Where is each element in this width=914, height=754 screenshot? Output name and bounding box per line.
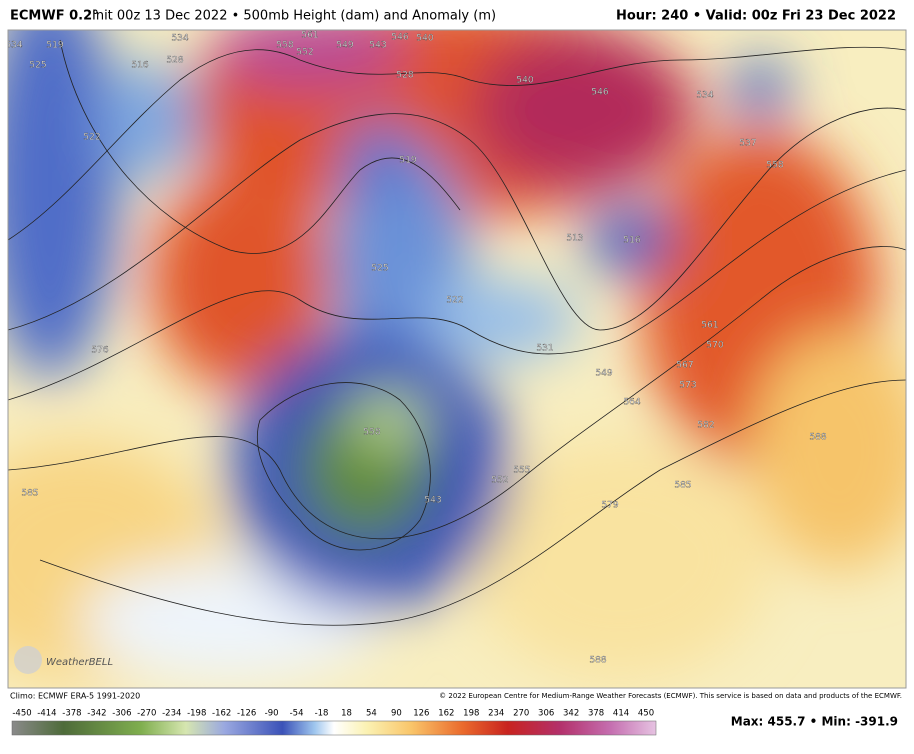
colorbar-tick-label: -162 xyxy=(212,709,231,719)
contour-label: 525 xyxy=(371,264,388,274)
contour-label: 525 xyxy=(29,61,46,71)
colorbar-tick-label: -342 xyxy=(87,709,106,719)
contour-label: 534 xyxy=(171,34,188,44)
contour-label: 549 xyxy=(336,41,353,51)
colorbar-tick-label: 162 xyxy=(438,709,454,719)
contour-label: 516 xyxy=(623,236,640,246)
colorbar-tick-label: -414 xyxy=(37,709,56,719)
contour-label: 582 xyxy=(697,421,714,431)
colorbar-tick-label: -234 xyxy=(162,709,181,719)
contour-label: 564 xyxy=(623,398,640,408)
colorbar-tick-label: -198 xyxy=(187,709,206,719)
colorbar xyxy=(11,720,657,736)
colorbar-tick-label: -306 xyxy=(112,709,131,719)
colorbar-tick-label: 414 xyxy=(613,709,629,719)
logo: WeatherBELL xyxy=(14,646,113,674)
contour-label: 516 xyxy=(131,61,148,71)
colorbar-tick-label: 306 xyxy=(538,709,554,719)
model-name: ECMWF 0.2° xyxy=(10,9,99,24)
contour-label: 549 xyxy=(595,369,612,379)
contour-label: 519 xyxy=(399,156,416,166)
contour-label: 534 xyxy=(5,41,22,51)
colorbar-tick-label: 450 xyxy=(638,709,654,719)
contour-label: 570 xyxy=(706,341,723,351)
contour-label: 522 xyxy=(446,296,463,306)
colorbar-tick-label: 270 xyxy=(513,709,529,719)
anomaly-field xyxy=(8,30,906,680)
contour-label: 561 xyxy=(301,31,318,41)
contour-label: 555 xyxy=(513,466,530,476)
colorbar-tick-label: -270 xyxy=(137,709,156,719)
contour-label: 534 xyxy=(696,91,713,101)
logo-text: WeatherBELL xyxy=(46,657,113,668)
contour-label: 585 xyxy=(674,481,691,491)
colorbar-tick-label: -54 xyxy=(290,709,304,719)
contour-label: 579 xyxy=(601,501,618,511)
valid-time: Hour: 240 • Valid: 00z Fri 23 Dec 2022 xyxy=(616,9,896,24)
contour-label: 522 xyxy=(83,133,100,143)
colorbar-tick-label: 234 xyxy=(488,709,504,719)
contour-label: 543 xyxy=(369,41,386,51)
contour-label: 573 xyxy=(679,381,696,391)
contour-label: 513 xyxy=(566,234,583,244)
colorbar-tick-label: 126 xyxy=(413,709,429,719)
contour-label: 540 xyxy=(416,34,433,44)
contour-label: 576 xyxy=(91,346,108,356)
climo: Climo: ECMWF ERA-5 1991-2020 xyxy=(10,692,140,701)
run-info: Init 00z 13 Dec 2022 • 500mb Height (dam… xyxy=(92,9,496,24)
contour-label: 528 xyxy=(166,56,183,66)
colorbar-tick-label: 18 xyxy=(341,709,352,719)
colorbar-tick-label: -18 xyxy=(315,709,329,719)
stats: Max: 455.7 • Min: -391.9 xyxy=(731,715,898,729)
contour-label: 567 xyxy=(676,361,693,371)
colorbar-tick-label: 378 xyxy=(588,709,604,719)
colorbar-tick-label: 90 xyxy=(391,709,402,719)
contour-label: 558 xyxy=(766,161,783,171)
map-frame xyxy=(7,29,907,689)
contour-label: 588 xyxy=(809,433,826,443)
contour-label: 561 xyxy=(701,321,718,331)
copyright: © 2022 European Centre for Medium-Range … xyxy=(439,692,902,700)
contour-label: 588 xyxy=(589,656,606,666)
contour-label: 546 xyxy=(591,88,608,98)
contour-label: 558 xyxy=(363,428,380,438)
contour-label: 558 xyxy=(276,41,293,51)
contour-label: 543 xyxy=(424,496,441,506)
colorbar-tick-label: -90 xyxy=(265,709,279,719)
colorbar-tick-label: 342 xyxy=(563,709,579,719)
colorbar-tick-label: -450 xyxy=(12,709,31,719)
contour-label: 531 xyxy=(536,344,553,354)
colorbar-tick-label: -126 xyxy=(237,709,256,719)
contour-label: 528 xyxy=(396,71,413,81)
contour-label: 585 xyxy=(21,489,38,499)
colorbar-tick-label: 198 xyxy=(463,709,479,719)
contour-label: 537 xyxy=(739,139,756,149)
colorbar-tick-label: 54 xyxy=(366,709,377,719)
contour-label: 552 xyxy=(491,476,508,486)
contour-label: 546 xyxy=(391,33,408,43)
height-contours xyxy=(8,39,906,626)
contour-label: 519 xyxy=(46,41,63,51)
contour-label: 552 xyxy=(296,48,313,58)
contour-label: 540 xyxy=(516,76,533,86)
colorbar-tick-label: -378 xyxy=(62,709,81,719)
